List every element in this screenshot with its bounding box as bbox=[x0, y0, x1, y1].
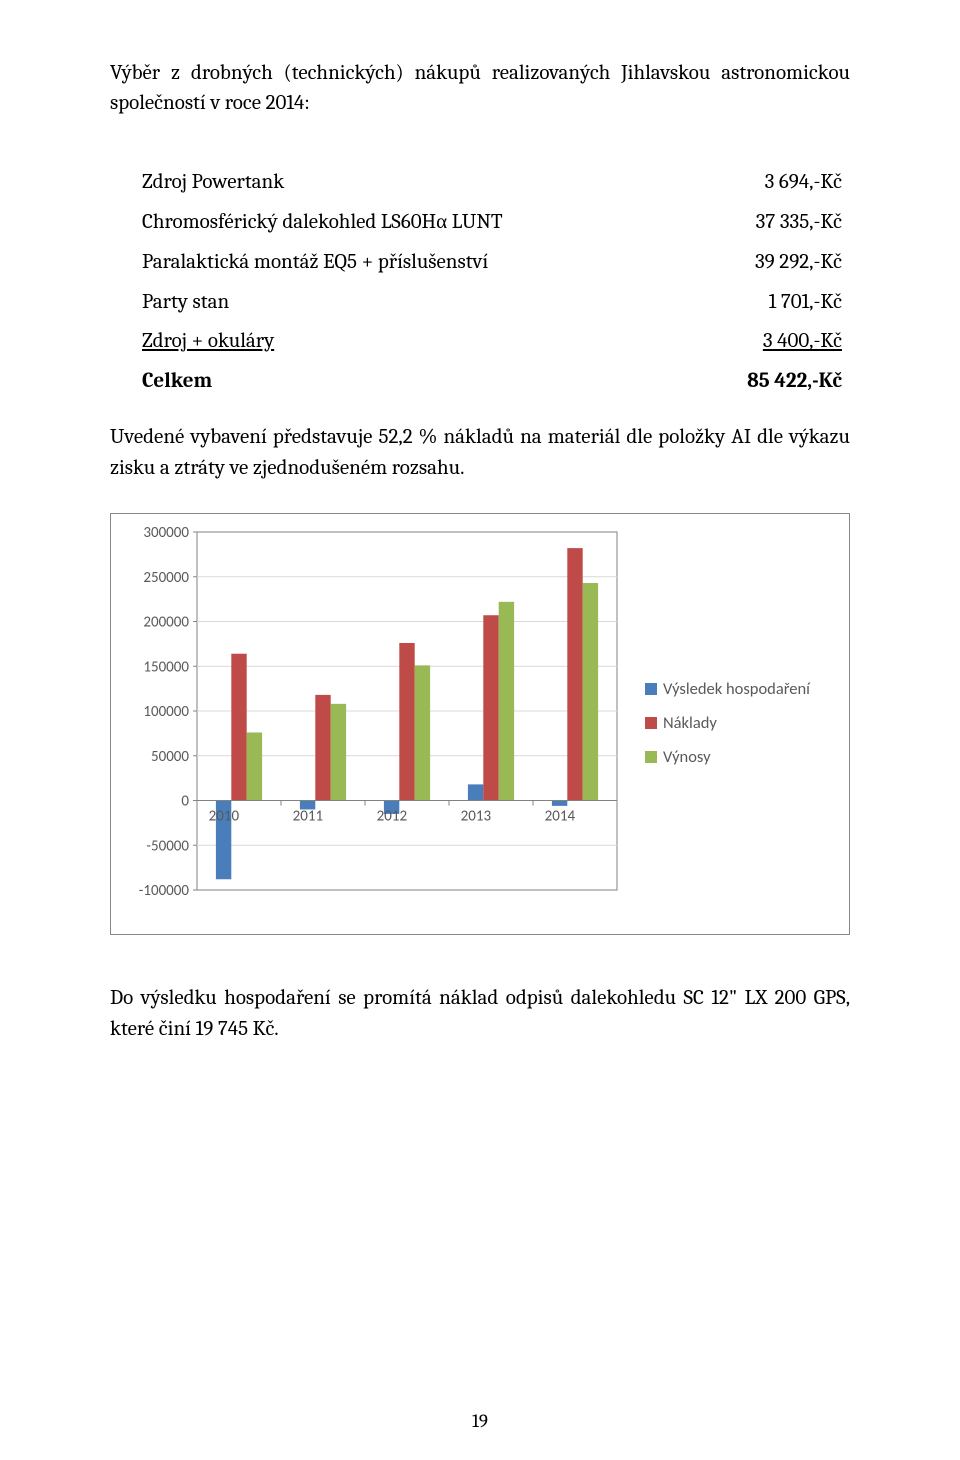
item-label: Paralaktická montáž EQ5 + příslušenství bbox=[142, 243, 682, 283]
intro-heading: Výběr z drobných (technických) nákupů re… bbox=[110, 58, 850, 119]
table-row: Chromosférický dalekohled LS60Hα LUNT37 … bbox=[142, 203, 842, 243]
svg-text:2010: 2010 bbox=[209, 808, 240, 826]
chart-legend: Výsledek hospodaření Náklady Výnosy bbox=[635, 526, 835, 920]
legend-label: Náklady bbox=[663, 713, 717, 733]
table-row: Zdroj Powertank3 694,-Kč bbox=[142, 163, 842, 203]
total-value: 85 422,-Kč bbox=[682, 362, 842, 402]
svg-text:0: 0 bbox=[181, 793, 189, 811]
legend-swatch-icon bbox=[645, 717, 657, 729]
total-row: Celkem 85 422,-Kč bbox=[142, 362, 842, 402]
legend-swatch-icon bbox=[645, 751, 657, 763]
svg-text:2012: 2012 bbox=[377, 808, 407, 826]
legend-label: Výsledek hospodaření bbox=[663, 679, 810, 699]
item-label: Zdroj Powertank bbox=[142, 163, 682, 203]
table-row: Party stan1 701,-Kč bbox=[142, 283, 842, 323]
svg-text:150000: 150000 bbox=[143, 658, 189, 676]
svg-text:250000: 250000 bbox=[143, 569, 189, 587]
svg-text:50000: 50000 bbox=[151, 748, 189, 766]
page-number: 19 bbox=[0, 1410, 960, 1432]
item-value: 1 701,-Kč bbox=[682, 283, 842, 323]
svg-text:2014: 2014 bbox=[545, 808, 576, 826]
legend-item: Náklady bbox=[645, 713, 835, 733]
legend-item: Výnosy bbox=[645, 747, 835, 767]
item-label: Zdroj + okuláry bbox=[142, 322, 682, 362]
item-value: 3 400,-Kč bbox=[682, 322, 842, 362]
item-value: 39 292,-Kč bbox=[682, 243, 842, 283]
svg-text:300000: 300000 bbox=[143, 526, 189, 542]
chart-container: -100000 -50000 0 50000 100000 150000 200000 250… bbox=[110, 513, 850, 935]
legend-label: Výnosy bbox=[663, 747, 711, 767]
equipment-paragraph: Uvedené vybavení představuje 52,2 % nákl… bbox=[110, 422, 850, 483]
svg-text:2011: 2011 bbox=[293, 808, 323, 826]
item-value: 37 335,-Kč bbox=[682, 203, 842, 243]
item-label: Party stan bbox=[142, 283, 682, 323]
table-row: Zdroj + okuláry3 400,-Kč bbox=[142, 322, 842, 362]
svg-text:200000: 200000 bbox=[143, 614, 189, 632]
footer-paragraph: Do výsledku hospodaření se promítá nákla… bbox=[110, 983, 850, 1044]
svg-text:-100000: -100000 bbox=[139, 882, 190, 900]
table-row: Paralaktická montáž EQ5 + příslušenství3… bbox=[142, 243, 842, 283]
svg-text:-50000: -50000 bbox=[146, 837, 189, 855]
total-label: Celkem bbox=[142, 362, 682, 402]
purchase-table: Zdroj Powertank3 694,-KčChromosférický d… bbox=[110, 163, 850, 402]
legend-swatch-icon bbox=[645, 683, 657, 695]
svg-text:100000: 100000 bbox=[143, 703, 189, 721]
item-label: Chromosférický dalekohled LS60Hα LUNT bbox=[142, 203, 682, 243]
svg-text:2013: 2013 bbox=[461, 808, 492, 826]
legend-item: Výsledek hospodaření bbox=[645, 679, 835, 699]
bar-chart: -100000 -50000 0 50000 100000 150000 200000 250… bbox=[125, 526, 635, 920]
item-value: 3 694,-Kč bbox=[682, 163, 842, 203]
